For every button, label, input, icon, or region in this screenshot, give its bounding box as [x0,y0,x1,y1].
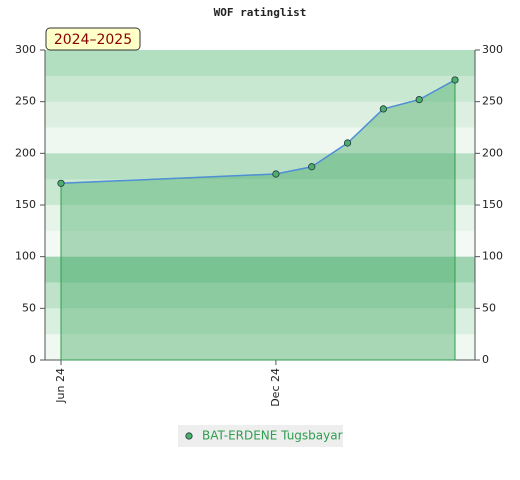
band [45,179,475,206]
y2-tick-label: 50 [482,301,496,314]
legend-box [178,425,343,447]
band [45,205,475,232]
y-tick-label: 300 [15,43,36,56]
y-tick-label: 50 [22,301,36,314]
y2-tick-label: 250 [482,95,503,108]
band [45,127,475,154]
y2-tick-label: 100 [482,250,503,263]
point [308,163,316,171]
badge: 2024–2025 [54,32,132,48]
point [379,105,387,113]
x-tick-label: Jun 24 [54,368,67,404]
band [45,282,475,309]
badge-box [45,27,141,51]
band [45,75,475,103]
y2-tick-label: 200 [482,146,503,159]
chart-title: WOF ratinglist [214,6,307,19]
band [45,50,475,77]
legend-label: BAT-ERDENE Tugsbayar [202,429,343,443]
y2-tick-label: 0 [482,353,489,366]
legend-marker [185,432,193,440]
point [451,76,459,84]
y-tick-label: 150 [15,198,36,211]
point [57,179,65,187]
y-tick-label: 200 [15,146,36,159]
y2-tick-label: 300 [482,43,503,56]
y2-tick-label: 150 [482,198,503,211]
band [45,101,475,128]
y-tick-label: 0 [29,353,36,366]
point [415,96,423,104]
band [45,256,475,283]
y-tick-label: 250 [15,95,36,108]
band [45,230,475,258]
x-tick-label: Dec 24 [269,368,282,407]
y-tick-label: 100 [15,250,36,263]
point [343,139,352,147]
band [45,308,475,335]
band [45,334,475,361]
point [272,170,280,178]
